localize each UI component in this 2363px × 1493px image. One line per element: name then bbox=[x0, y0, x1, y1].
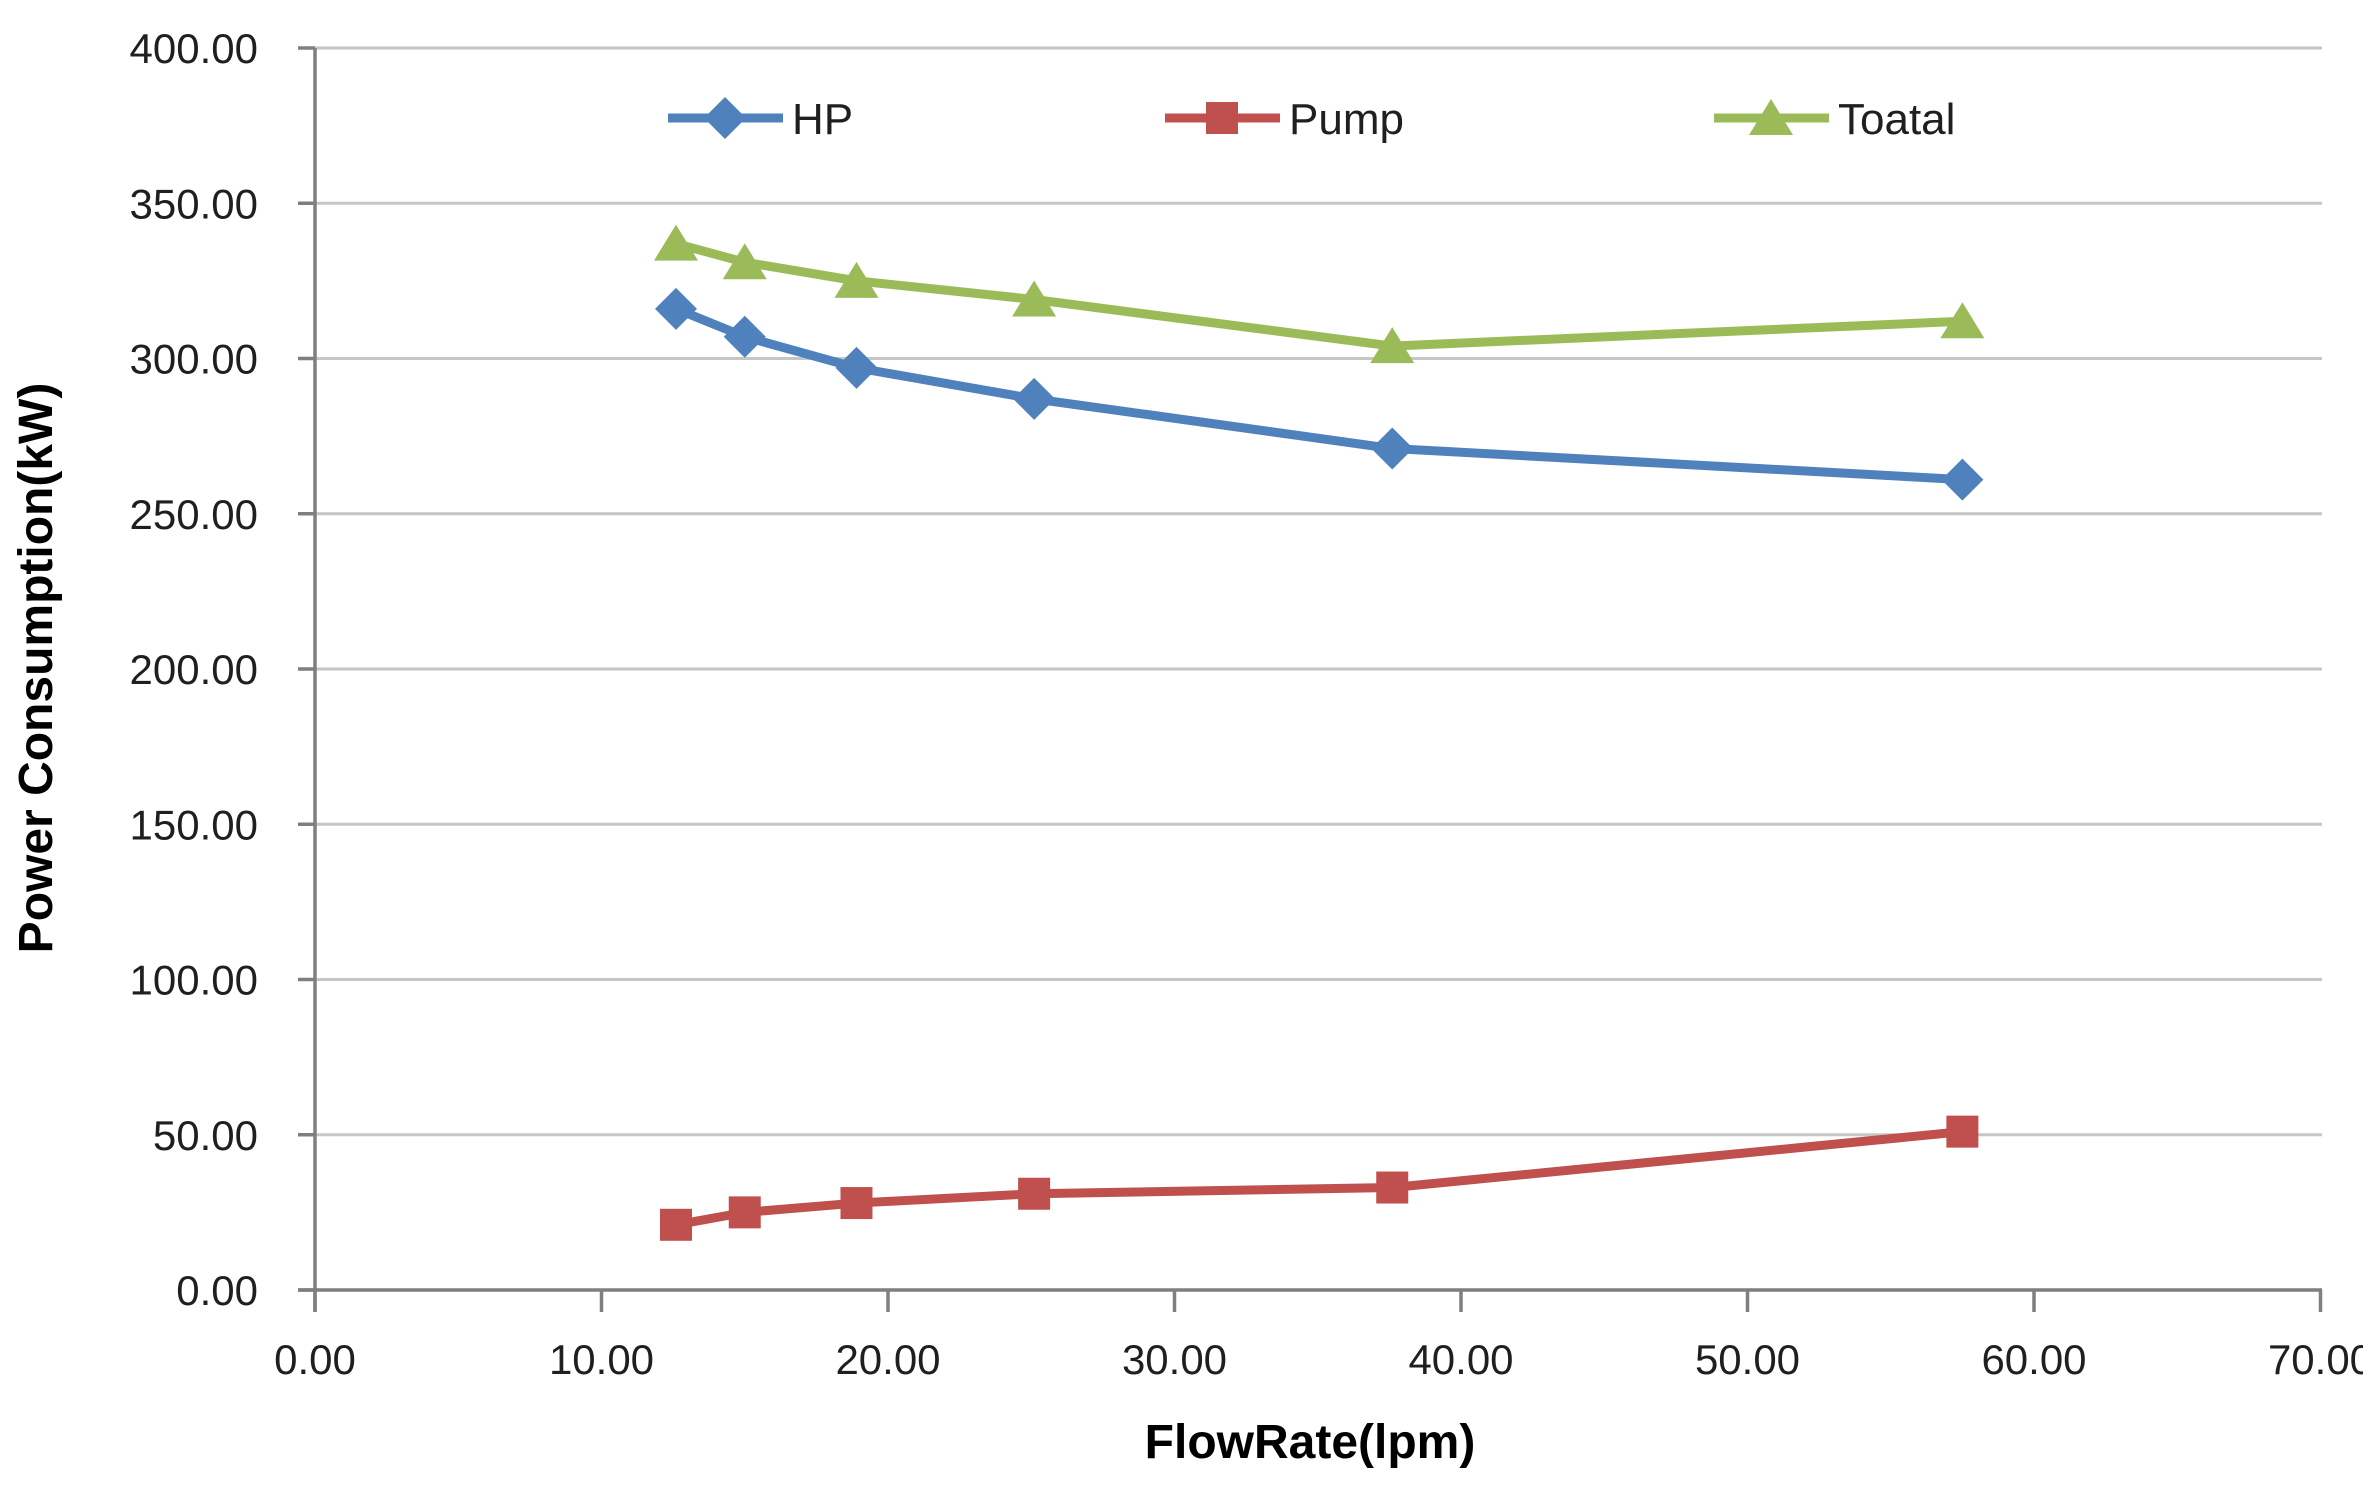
x-tick-label: 0.00 bbox=[274, 1336, 356, 1383]
legend-label: Toatal bbox=[1838, 95, 1955, 144]
y-tick-label: 400.00 bbox=[130, 25, 258, 72]
series-pump bbox=[659, 1115, 1979, 1241]
y-tick-label: 350.00 bbox=[130, 180, 258, 227]
x-tick-label: 40.00 bbox=[1408, 1336, 1513, 1383]
series-toatal bbox=[653, 224, 1985, 364]
legend-item-toatal: Toatal bbox=[1714, 95, 1955, 144]
hp-marker bbox=[1941, 458, 1984, 501]
hp-marker bbox=[1013, 377, 1056, 420]
series-toatal-markers bbox=[653, 224, 1985, 364]
y-tick-label: 100.00 bbox=[130, 957, 258, 1004]
series-pump-markers bbox=[659, 1115, 1979, 1241]
legend-square-marker-icon bbox=[1206, 102, 1238, 134]
hp-marker bbox=[835, 346, 878, 389]
pump-marker bbox=[728, 1196, 761, 1229]
legend-diamond-marker-icon bbox=[704, 97, 746, 139]
y-tick-label: 250.00 bbox=[130, 491, 258, 538]
y-tick-label: 50.00 bbox=[153, 1112, 258, 1159]
legend-item-pump: Pump bbox=[1165, 95, 1404, 144]
legend: HP Pump Toatal bbox=[668, 95, 1955, 144]
y-tick-label: 150.00 bbox=[130, 801, 258, 848]
series-hp-markers bbox=[654, 287, 1984, 501]
y-axis-ticks: 0.00 50.00 100.00 150.00 200.00 250.00 300.00 3… bbox=[130, 25, 315, 1314]
x-tick-label: 60.00 bbox=[1981, 1336, 2086, 1383]
pump-marker bbox=[840, 1187, 873, 1220]
y-axis-title: Power Consumption(kW) bbox=[10, 383, 63, 954]
toatal-marker bbox=[722, 243, 767, 280]
toatal-marker bbox=[1012, 280, 1057, 317]
x-axis-ticks: 0.00 10.00 20.00 30.00 40.00 50.00 60.00 70.00 bbox=[274, 1290, 2363, 1383]
toatal-marker bbox=[834, 261, 879, 298]
axes bbox=[298, 48, 2322, 1312]
x-axis-title: FlowRate(lpm) bbox=[1145, 1416, 1476, 1469]
pump-marker bbox=[1018, 1177, 1051, 1210]
x-tick-label: 10.00 bbox=[549, 1336, 654, 1383]
legend-triangle-marker-icon bbox=[1749, 99, 1793, 135]
hp-marker bbox=[1371, 427, 1414, 470]
hp-marker bbox=[654, 287, 697, 330]
y-tick-label: 200.00 bbox=[130, 646, 258, 693]
hp-marker bbox=[723, 315, 766, 358]
x-tick-label: 20.00 bbox=[835, 1336, 940, 1383]
x-tick-label: 70.00 bbox=[2268, 1336, 2363, 1383]
y-tick-label: 0.00 bbox=[176, 1267, 258, 1314]
pump-marker bbox=[1376, 1171, 1409, 1204]
legend-label: HP bbox=[792, 95, 853, 144]
series-toatal-line bbox=[671, 239, 1967, 351]
pump-marker bbox=[1946, 1115, 1979, 1148]
legend-label: Pump bbox=[1289, 95, 1404, 144]
series-hp bbox=[654, 287, 1984, 501]
toatal-marker bbox=[653, 224, 698, 261]
x-tick-label: 30.00 bbox=[1122, 1336, 1227, 1383]
gridlines bbox=[315, 46, 2322, 1137]
toatal-marker bbox=[1940, 302, 1985, 339]
x-tick-label: 50.00 bbox=[1695, 1336, 1800, 1383]
legend-item-hp: HP bbox=[668, 95, 853, 144]
pump-marker bbox=[659, 1208, 692, 1241]
y-tick-label: 300.00 bbox=[130, 336, 258, 383]
toatal-marker bbox=[1370, 327, 1415, 364]
